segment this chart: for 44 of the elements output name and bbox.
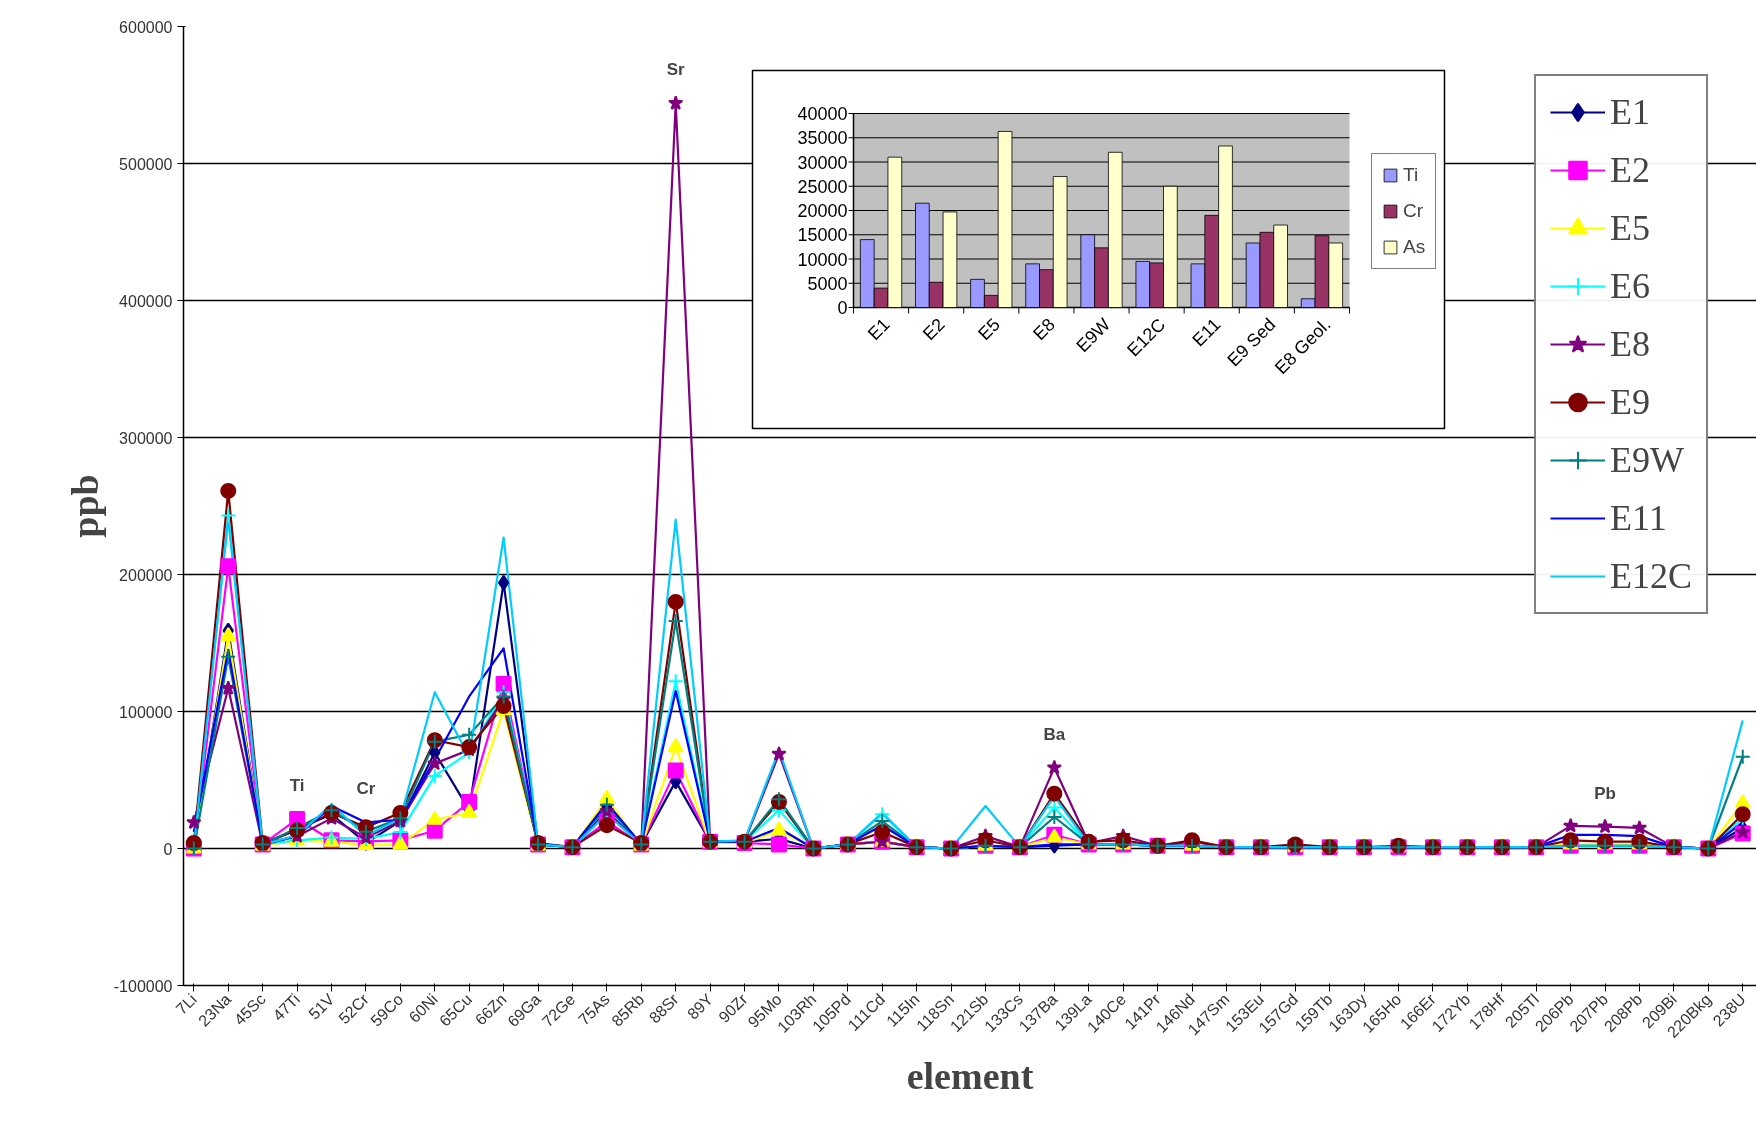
y-tick-label: 20000 bbox=[797, 201, 848, 221]
y-tick-label: 300000 bbox=[119, 429, 173, 447]
x-tick-label: E5 bbox=[974, 314, 1004, 345]
y-tick-label: 500000 bbox=[119, 155, 173, 173]
y-tick-label: 40000 bbox=[797, 104, 848, 124]
legend-label: E9W bbox=[1609, 439, 1684, 481]
annotation: Ti bbox=[289, 776, 305, 796]
x-tick-label: 89Y bbox=[683, 990, 717, 1023]
y-tick-label: 0 bbox=[837, 298, 848, 318]
x-tick-label: E11 bbox=[1188, 314, 1225, 351]
annotation: Cr bbox=[356, 779, 376, 799]
legend-label: E11 bbox=[1609, 497, 1667, 539]
legend-label: Cr bbox=[1403, 200, 1424, 222]
legend-label: As bbox=[1403, 236, 1426, 258]
annotation: Pb bbox=[1594, 783, 1616, 803]
y-tick-label: 200000 bbox=[119, 566, 173, 584]
x-tick-label: 51V bbox=[305, 990, 338, 1023]
x-tick-label: E8 bbox=[1029, 314, 1059, 345]
x-tick-label: 7Li bbox=[172, 990, 200, 1018]
y-tick-label: 0 bbox=[163, 840, 173, 858]
annotation: Ba bbox=[1043, 724, 1066, 744]
y-tick-label: 10000 bbox=[797, 249, 848, 270]
legend-label: E12C bbox=[1609, 555, 1692, 597]
x-tick-label: E2 bbox=[919, 314, 949, 345]
x-axis-title: element bbox=[906, 1054, 1034, 1097]
legend-label: E5 bbox=[1609, 207, 1650, 249]
legend-label: E9 bbox=[1609, 381, 1650, 423]
legend-label: E6 bbox=[1609, 265, 1650, 307]
y-tick-label: 100000 bbox=[119, 703, 173, 721]
y-tick-label: 30000 bbox=[797, 152, 848, 173]
x-tick-label: E1 bbox=[863, 314, 894, 345]
y-tick-label: 35000 bbox=[797, 128, 848, 149]
y-tick-label: 15000 bbox=[797, 225, 848, 246]
y-axis-title: ppb bbox=[63, 474, 106, 538]
legend-label: E1 bbox=[1609, 91, 1650, 133]
y-tick-label: -100000 bbox=[113, 977, 173, 995]
legend-label: Ti bbox=[1403, 164, 1420, 186]
y-tick-label: 600000 bbox=[119, 18, 173, 36]
x-tick-label: 47Ti bbox=[269, 990, 304, 1025]
legend-label: E2 bbox=[1609, 149, 1650, 191]
y-tick-label: 25000 bbox=[797, 176, 848, 197]
y-tick-label: 5000 bbox=[807, 273, 848, 294]
annotation: Sr bbox=[666, 60, 686, 80]
y-tick-label: 400000 bbox=[119, 292, 173, 310]
